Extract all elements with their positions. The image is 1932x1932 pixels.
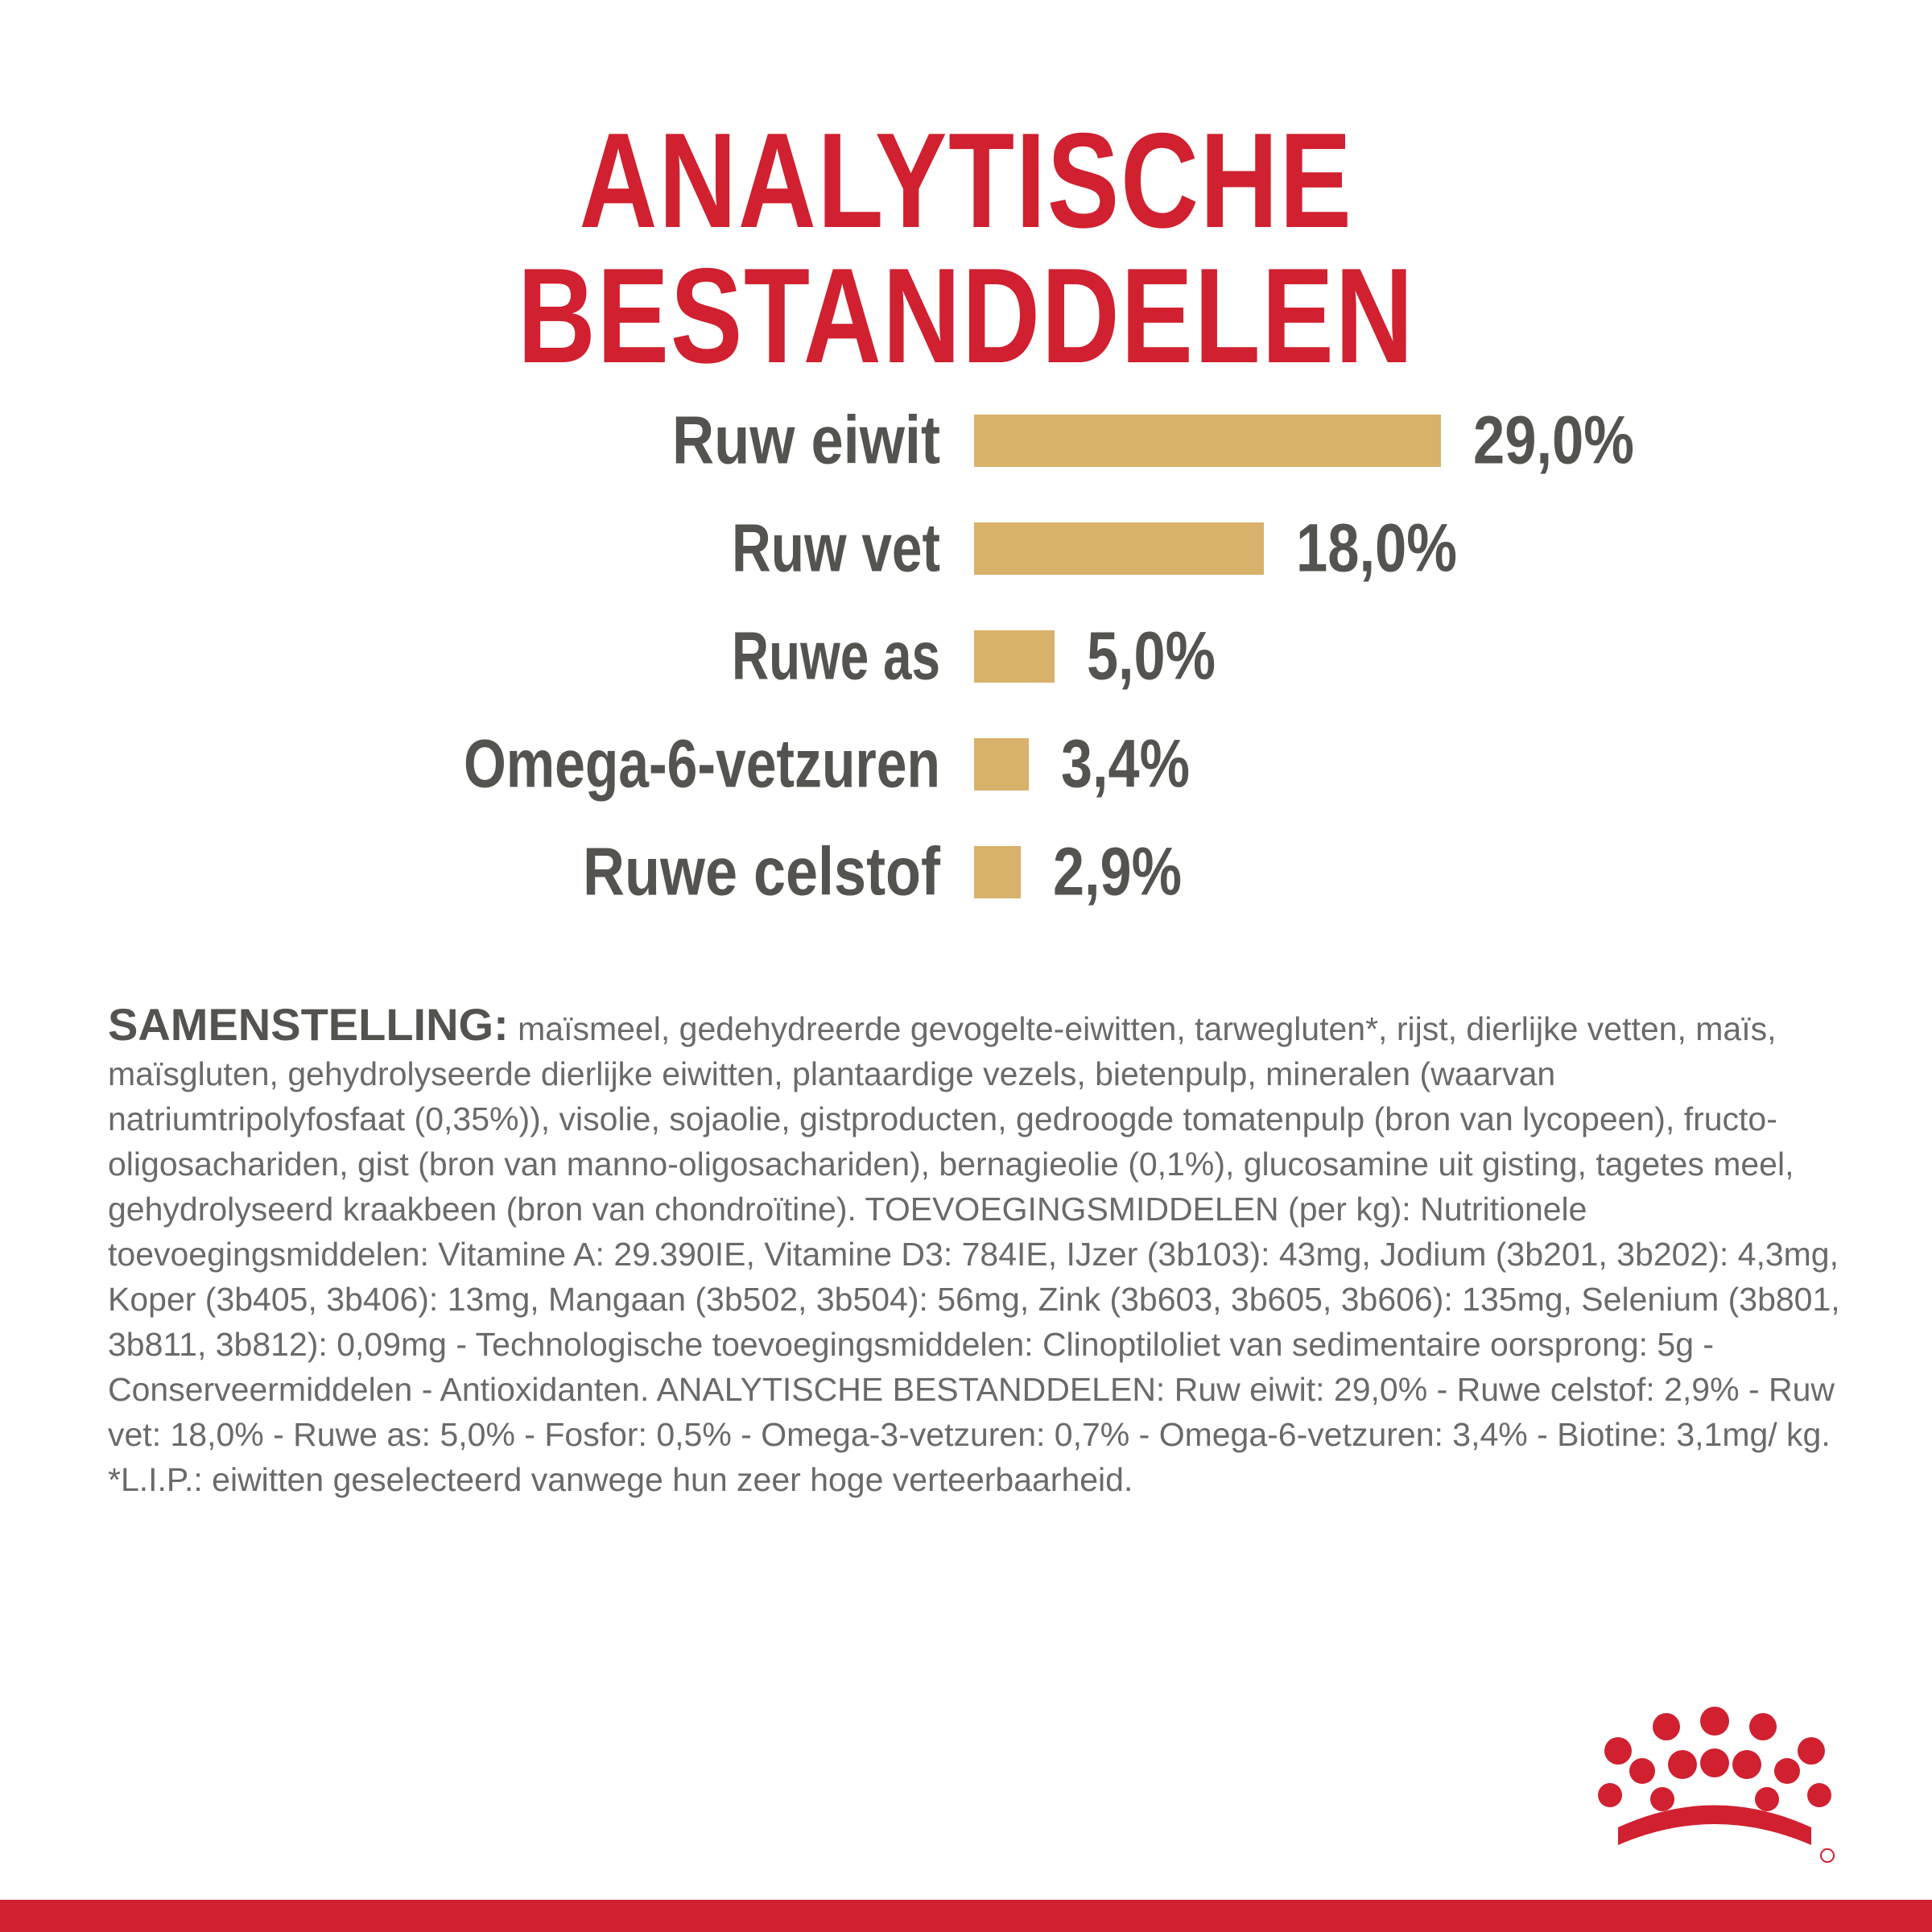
bar-category-label: Omega-6-vetzuren (464, 726, 940, 802)
bar (974, 738, 1029, 791)
logo-dot (1700, 1707, 1729, 1736)
logo-dot (1598, 1783, 1622, 1807)
bar-category-label: Ruw vet (732, 510, 940, 586)
bar (974, 846, 1021, 898)
logo-dot (1653, 1713, 1680, 1740)
logo-dot (1798, 1737, 1825, 1765)
logo-dot (1732, 1750, 1761, 1779)
logo-dot (1774, 1758, 1800, 1784)
logo-dot (1700, 1748, 1729, 1777)
logo-dot (1604, 1737, 1632, 1765)
royal-canin-crown-logo (1598, 1707, 1835, 1863)
bottom-accent-bar (0, 1900, 1932, 1932)
bar-value-label: 18,0% (1296, 510, 1457, 586)
bar-category-label: Ruwe as (732, 618, 940, 694)
bar-value-label: 3,4% (1061, 726, 1190, 802)
composition-text: SAMENSTELLING: maïsmeel, gedehydreerde g… (108, 1002, 1847, 1502)
bar-category-label: Ruwe celstof (583, 834, 941, 910)
logo-base-curve (1618, 1805, 1811, 1845)
logo-dot (1629, 1758, 1655, 1784)
logo-dot (1749, 1713, 1777, 1740)
composition-heading: SAMENSTELLING: (108, 999, 509, 1050)
bar-value-label: 2,9% (1053, 834, 1182, 910)
registered-mark-icon (1820, 1848, 1835, 1863)
logo-dot (1650, 1787, 1674, 1811)
composition-body: maïsmeel, gedehydreerde gevogelte-eiwitt… (108, 1010, 1840, 1498)
bar (974, 522, 1264, 575)
logo-dot (1755, 1787, 1779, 1811)
bar (974, 630, 1055, 683)
logo-dot (1668, 1750, 1697, 1779)
bar-value-label: 5,0% (1087, 618, 1216, 694)
page-title: ANALYTISCHE BESTANDDELEN (517, 105, 1415, 391)
bar (974, 415, 1441, 467)
bar-category-label: Ruw eiwit (672, 402, 940, 478)
logo-dot (1807, 1783, 1831, 1807)
bar-value-label: 29,0% (1473, 402, 1634, 478)
